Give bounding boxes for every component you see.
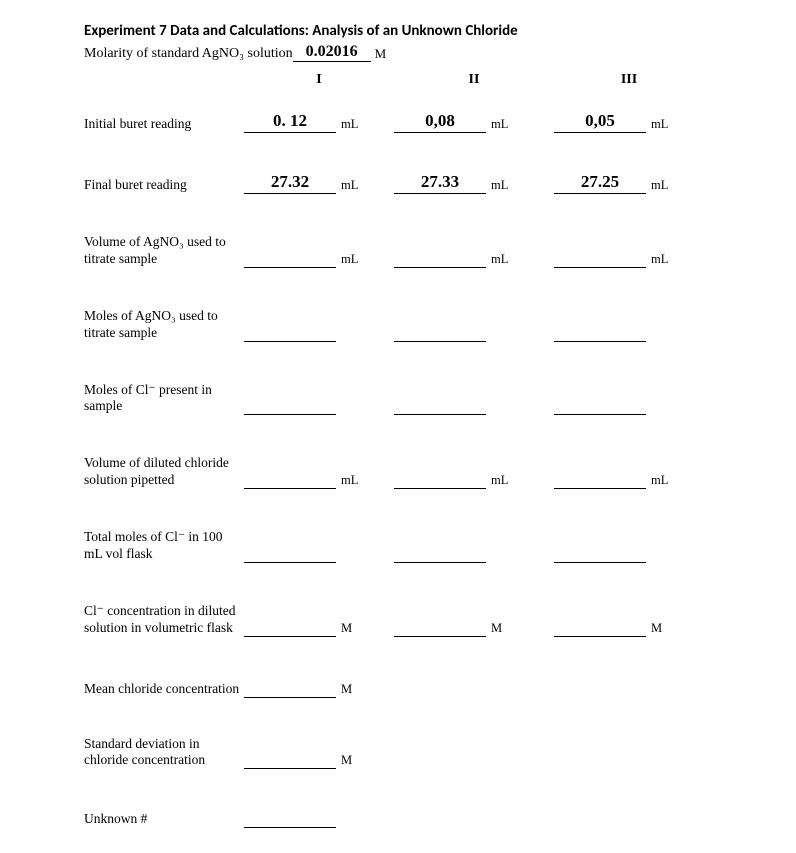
row-mean: Mean chloride concentration M — [84, 677, 746, 698]
unit: mL — [486, 117, 508, 133]
molescl-v1 — [244, 394, 336, 415]
molescl-v2 — [394, 394, 486, 415]
unit: M — [486, 621, 502, 637]
molarity-label: Molarity of standard AgNO₃ solution — [84, 46, 293, 62]
unit: mL — [486, 252, 508, 268]
row-moles-agno3: Moles of AgNO₃ used to titrate sample — [84, 308, 746, 342]
label-stddev: Standard deviation in chloride concentra… — [84, 736, 244, 770]
unit: mL — [336, 178, 358, 194]
label-moles-cl: Moles of Cl⁻ present in sample — [84, 382, 244, 416]
unit — [486, 341, 491, 342]
totmolcl-v1 — [244, 542, 336, 563]
col-head-2: II — [394, 72, 554, 88]
volagno3-v3 — [554, 247, 646, 268]
row-moles-cl: Moles of Cl⁻ present in sample — [84, 382, 746, 416]
unknown-v1 — [244, 807, 336, 828]
stddev-v1 — [244, 748, 336, 769]
unit — [486, 562, 491, 563]
unit — [646, 414, 651, 415]
unit: mL — [336, 473, 358, 489]
label-unknown: Unknown # — [84, 811, 244, 828]
unit: mL — [486, 473, 508, 489]
final-v1: 27.32 — [244, 173, 336, 194]
initial-v2: 0,08 — [394, 112, 486, 133]
unit — [646, 341, 651, 342]
molesagno3-v2 — [394, 321, 486, 342]
molesagno3-v3 — [554, 321, 646, 342]
unit — [336, 414, 341, 415]
volpip-v1 — [244, 468, 336, 489]
unit: M — [336, 621, 352, 637]
volagno3-v1 — [244, 247, 336, 268]
unit — [486, 414, 491, 415]
volpip-v2 — [394, 468, 486, 489]
unit: M — [336, 753, 352, 769]
molarity-line: Molarity of standard AgNO₃ solution 0.02… — [84, 44, 746, 62]
col-head-1: I — [244, 72, 394, 88]
molarity-value: 0.02016 — [293, 44, 371, 62]
row-total-moles-cl: Total moles of Cl⁻ in 100 mL vol flask — [84, 529, 746, 563]
label-mean: Mean chloride concentration — [84, 681, 244, 698]
mean-v1 — [244, 677, 336, 698]
clconc-v2 — [394, 616, 486, 637]
column-headers: I II III — [84, 72, 746, 88]
final-v2: 27.33 — [394, 173, 486, 194]
worksheet-page: Experiment 7 Data and Calculations: Anal… — [0, 0, 796, 853]
unit: mL — [646, 473, 668, 489]
row-cl-conc: Cl⁻ concentration in diluted solution in… — [84, 603, 746, 637]
unit: mL — [646, 252, 668, 268]
volpip-v3 — [554, 468, 646, 489]
unit — [646, 562, 651, 563]
molescl-v3 — [554, 394, 646, 415]
row-vol-agno3: Volume of AgNO₃ used to titrate sample m… — [84, 234, 746, 268]
unit: M — [336, 682, 352, 698]
unit: mL — [646, 117, 668, 133]
unit: mL — [486, 178, 508, 194]
label-initial: Initial buret reading — [84, 116, 244, 133]
label-cl-conc: Cl⁻ concentration in diluted solution in… — [84, 603, 244, 637]
unit — [336, 341, 341, 342]
row-vol-pipetted: Volume of diluted chloride solution pipe… — [84, 455, 746, 489]
molarity-unit: M — [371, 46, 387, 62]
final-v3: 27.25 — [554, 173, 646, 194]
label-vol-pipetted: Volume of diluted chloride solution pipe… — [84, 455, 244, 489]
totmolcl-v3 — [554, 542, 646, 563]
label-total-moles-cl: Total moles of Cl⁻ in 100 mL vol flask — [84, 529, 244, 563]
page-title: Experiment 7 Data and Calculations: Anal… — [84, 22, 746, 40]
row-final: Final buret reading 27.32mL 27.33mL 27.2… — [84, 173, 746, 194]
row-initial: Initial buret reading 0. 12mL 0,08mL 0,0… — [84, 112, 746, 133]
col-head-3: III — [554, 72, 704, 88]
unit — [336, 827, 341, 828]
label-final: Final buret reading — [84, 177, 244, 194]
clconc-v3 — [554, 616, 646, 637]
row-stddev: Standard deviation in chloride concentra… — [84, 736, 746, 770]
volagno3-v2 — [394, 247, 486, 268]
unit: mL — [646, 178, 668, 194]
initial-v3: 0,05 — [554, 112, 646, 133]
totmolcl-v2 — [394, 542, 486, 563]
initial-v1: 0. 12 — [244, 112, 336, 133]
label-moles-agno3: Moles of AgNO₃ used to titrate sample — [84, 308, 244, 342]
unit: M — [646, 621, 662, 637]
molesagno3-v1 — [244, 321, 336, 342]
row-unknown: Unknown # — [84, 807, 746, 828]
clconc-v1 — [244, 616, 336, 637]
label-vol-agno3: Volume of AgNO₃ used to titrate sample — [84, 234, 244, 268]
unit: mL — [336, 252, 358, 268]
unit — [336, 562, 341, 563]
unit: mL — [336, 117, 358, 133]
